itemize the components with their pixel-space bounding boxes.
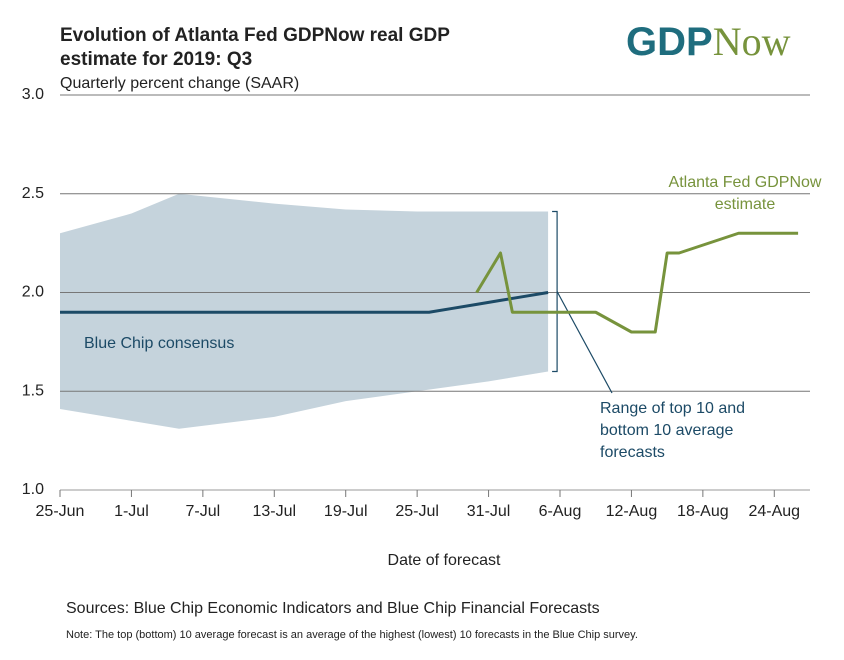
chart-title: Evolution of Atlanta Fed GDPNow real GDP… (60, 25, 450, 70)
x-tick-label: 6-Aug (539, 503, 582, 520)
bracket (552, 210, 558, 373)
x-tick-label: 31-Jul (467, 503, 511, 520)
series-label: Atlanta Fed GDPNow estimate (668, 174, 822, 213)
y-tick-label: 1.5 (22, 382, 44, 399)
pointer (556, 291, 613, 394)
x-tick-label: 1-Jul (114, 503, 149, 520)
logo: GDPNow (626, 18, 790, 65)
y-tick-label: 2.5 (22, 185, 44, 202)
x-axis-label: Date of forecast (388, 552, 502, 569)
x-tick-label: 25-Jun (36, 503, 85, 520)
x-tick-label: 7-Jul (186, 503, 221, 520)
series-label: Blue Chip consensus (84, 335, 235, 352)
y-tick-label: 3.0 (22, 86, 44, 103)
x-tick-label: 24-Aug (748, 503, 800, 520)
source: Sources: Blue Chip Economic Indicators a… (66, 600, 600, 617)
note: Note: The top (bottom) 10 average foreca… (66, 629, 638, 641)
x-tick-label: 18-Aug (677, 503, 729, 520)
logo-part: Now (712, 19, 791, 64)
annotation: Range of top 10 and bottom 10 average fo… (600, 400, 746, 461)
x-tick-label: 19-Jul (324, 503, 368, 520)
series-line (475, 231, 799, 334)
y-tick-label: 1.0 (22, 481, 44, 498)
logo-part: GDP (626, 20, 713, 64)
y-tick-label: 2.0 (22, 284, 44, 301)
x-tick-label: 12-Aug (606, 503, 658, 520)
x-tick-label: 13-Jul (252, 503, 296, 520)
x-tick-label: 25-Jul (395, 503, 439, 520)
series-line (60, 291, 549, 314)
chart-subtitle: Quarterly percent change (SAAR) (60, 75, 300, 92)
